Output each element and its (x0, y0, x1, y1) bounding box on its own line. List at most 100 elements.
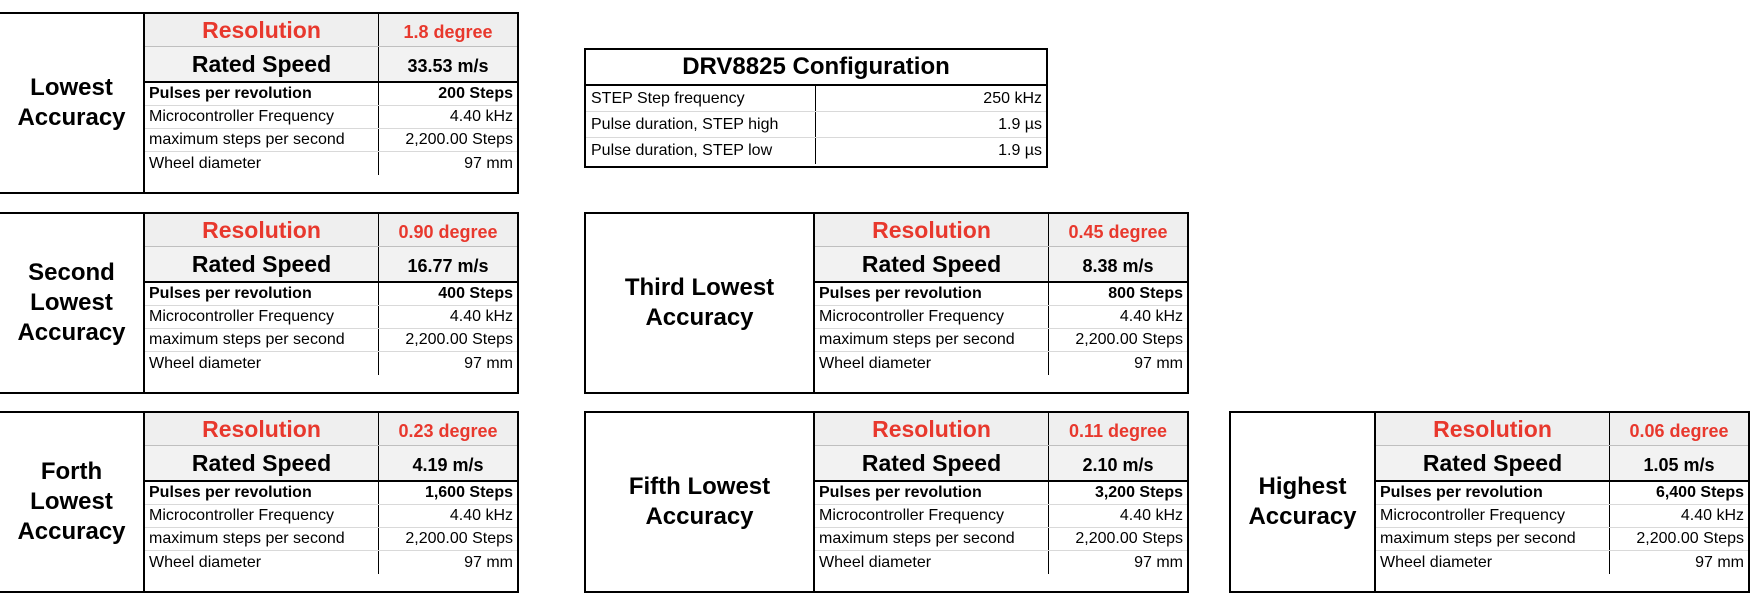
resolution-label: Resolution (145, 14, 379, 46)
pulses-value: 400 Steps (438, 285, 513, 302)
resolution-row: Resolution 0.11 degree (815, 413, 1187, 446)
steps-per-second-label: maximum steps per second (145, 129, 379, 151)
resolution-row: Resolution 0.23 degree (145, 413, 517, 446)
resolution-value: 0.45 degree (1068, 221, 1168, 242)
frequency-row: Microcontroller Frequency 4.40 kHz (145, 505, 517, 528)
rated-speed-label: Rated Speed (145, 446, 379, 480)
spec-grid: Resolution 0.23 degree Rated Speed 4.19 m/… (145, 413, 517, 591)
pulses-row: Pulses per revolution 3,200 Steps (815, 482, 1187, 505)
pulses-row: Pulses per revolution 6,400 Steps (1376, 482, 1748, 505)
config-value: 1.9 µs (998, 142, 1042, 159)
wheel-diameter-value: 97 mm (464, 553, 513, 571)
wheel-diameter-label: Wheel diameter (815, 551, 1049, 574)
pulses-value: 3,200 Steps (1094, 484, 1183, 501)
steps-per-second-label: maximum steps per second (1376, 528, 1610, 550)
block-title: Fifth Lowest Accuracy (586, 413, 815, 591)
config-row: STEP Step frequency 250 kHz (586, 86, 1046, 112)
rated-speed-label: Rated Speed (815, 247, 1049, 281)
pulses-row: Pulses per revolution 400 Steps (145, 283, 517, 306)
config-label: STEP Step frequency (586, 86, 816, 111)
frequency-label: Microcontroller Frequency (145, 106, 379, 128)
block-title: Highest Accuracy (1231, 413, 1376, 591)
frequency-row: Microcontroller Frequency 4.40 kHz (1376, 505, 1748, 528)
rated-speed-label: Rated Speed (145, 247, 379, 281)
steps-per-second-row: maximum steps per second 2,200.00 Steps (815, 528, 1187, 551)
accuracy-block-forth-lowest: Forth Lowest Accuracy Resolution 0.23 deg… (0, 411, 519, 593)
pulses-value: 200 Steps (438, 85, 513, 102)
rated-speed-value: 16.77 m/s (407, 255, 489, 276)
frequency-value: 4.40 kHz (1119, 507, 1183, 524)
frequency-label: Microcontroller Frequency (1376, 505, 1610, 527)
spec-grid: Resolution 0.90 degree Rated Speed 16.77 m… (145, 214, 517, 392)
config-row: Pulse duration, STEP low 1.9 µs (586, 138, 1046, 164)
wheel-diameter-value: 97 mm (1134, 354, 1183, 372)
resolution-label: Resolution (145, 214, 379, 246)
wheel-diameter-label: Wheel diameter (815, 352, 1049, 375)
steps-per-second-value: 2,200.00 Steps (405, 131, 513, 148)
frequency-label: Microcontroller Frequency (145, 505, 379, 527)
wheel-diameter-label: Wheel diameter (145, 152, 379, 175)
frequency-value: 4.40 kHz (449, 108, 513, 125)
drv8825-config-table: DRV8825 Configuration STEP Step frequenc… (584, 48, 1048, 168)
frequency-label: Microcontroller Frequency (815, 306, 1049, 328)
steps-per-second-label: maximum steps per second (145, 329, 379, 351)
steps-per-second-value: 2,200.00 Steps (405, 530, 513, 547)
rated-speed-label: Rated Speed (145, 47, 379, 81)
resolution-value: 0.90 degree (398, 221, 498, 242)
resolution-value: 0.06 degree (1629, 420, 1729, 441)
rated-speed-row: Rated Speed 8.38 m/s (815, 247, 1187, 283)
frequency-value: 4.40 kHz (449, 308, 513, 325)
rated-speed-row: Rated Speed 16.77 m/s (145, 247, 517, 283)
wheel-diameter-label: Wheel diameter (145, 551, 379, 574)
steps-per-second-value: 2,200.00 Steps (1636, 530, 1744, 547)
resolution-row: Resolution 1.8 degree (145, 14, 517, 47)
pulses-row: Pulses per revolution 200 Steps (145, 83, 517, 106)
frequency-row: Microcontroller Frequency 4.40 kHz (815, 505, 1187, 528)
steps-per-second-value: 2,200.00 Steps (1075, 530, 1183, 547)
rated-speed-value: 2.10 m/s (1082, 454, 1154, 475)
steps-per-second-label: maximum steps per second (815, 528, 1049, 550)
resolution-row: Resolution 0.45 degree (815, 214, 1187, 247)
config-value: 250 kHz (983, 89, 1042, 107)
accuracy-block-second-lowest: Second Lowest Accuracy Resolution 0.90 de… (0, 212, 519, 394)
spec-grid: Resolution 0.11 degree Rated Speed 2.10 m/… (815, 413, 1187, 591)
rated-speed-label: Rated Speed (815, 446, 1049, 480)
steps-per-second-label: maximum steps per second (145, 528, 379, 550)
resolution-value: 0.23 degree (398, 420, 498, 441)
accuracy-block-lowest: Lowest Accuracy Resolution 1.8 degree Rat… (0, 12, 519, 194)
wheel-diameter-label: Wheel diameter (1376, 551, 1610, 574)
wheel-diameter-row: Wheel diameter 97 mm (815, 551, 1187, 574)
rated-speed-row: Rated Speed 1.05 m/s (1376, 446, 1748, 482)
spec-grid: Resolution 1.8 degree Rated Speed 33.53 m/… (145, 14, 517, 192)
pulses-label: Pulses per revolution (815, 283, 1049, 305)
pulses-value: 6,400 Steps (1655, 484, 1744, 501)
config-value: 1.9 µs (998, 115, 1042, 133)
pulses-row: Pulses per revolution 1,600 Steps (145, 482, 517, 505)
pulses-row: Pulses per revolution 800 Steps (815, 283, 1187, 306)
wheel-diameter-row: Wheel diameter 97 mm (145, 352, 517, 375)
accuracy-block-highest: Highest Accuracy Resolution 0.06 degree R… (1229, 411, 1750, 593)
pulses-value: 1,600 Steps (424, 484, 513, 501)
resolution-label: Resolution (815, 413, 1049, 445)
steps-per-second-value: 2,200.00 Steps (1075, 331, 1183, 348)
resolution-value: 0.11 degree (1068, 420, 1168, 441)
wheel-diameter-row: Wheel diameter 97 mm (1376, 551, 1748, 574)
pulses-label: Pulses per revolution (145, 482, 379, 504)
accuracy-block-third-lowest: Third Lowest Accuracy Resolution 0.45 deg… (584, 212, 1189, 394)
steps-per-second-label: maximum steps per second (815, 329, 1049, 351)
pulses-label: Pulses per revolution (1376, 482, 1610, 504)
config-title: DRV8825 Configuration (586, 50, 1046, 86)
pulses-label: Pulses per revolution (145, 83, 379, 105)
config-label: Pulse duration, STEP low (586, 138, 816, 164)
block-title: Forth Lowest Accuracy (0, 413, 145, 591)
resolution-row: Resolution 0.06 degree (1376, 413, 1748, 446)
steps-per-second-row: maximum steps per second 2,200.00 Steps (815, 329, 1187, 352)
rated-speed-label: Rated Speed (1376, 446, 1610, 480)
config-label: Pulse duration, STEP high (586, 112, 816, 137)
wheel-diameter-row: Wheel diameter 97 mm (815, 352, 1187, 375)
frequency-value: 4.40 kHz (449, 507, 513, 524)
frequency-row: Microcontroller Frequency 4.40 kHz (145, 306, 517, 329)
block-title: Third Lowest Accuracy (586, 214, 815, 392)
rated-speed-value: 33.53 m/s (407, 55, 489, 76)
frequency-row: Microcontroller Frequency 4.40 kHz (145, 106, 517, 129)
